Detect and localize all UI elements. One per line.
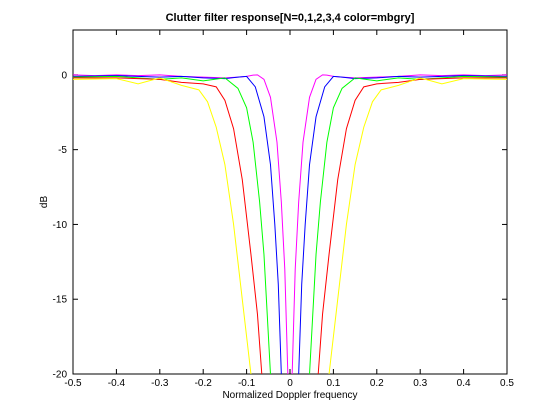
y-tick-label: -15 <box>53 295 68 306</box>
x-tick-label: -0.5 <box>64 378 82 389</box>
y-tick-label: -20 <box>53 370 68 381</box>
x-tick-label: 0.2 <box>370 378 384 389</box>
y-axis-label: dB <box>39 196 50 209</box>
x-axis-label: Normalized Doppler frequency <box>222 390 357 401</box>
x-tick-label: 0.3 <box>413 378 427 389</box>
x-tick-label: 0.5 <box>500 378 514 389</box>
y-tick-label: -10 <box>53 220 68 231</box>
x-tick-label: -0.3 <box>151 378 169 389</box>
x-tick-label: -0.2 <box>195 378 213 389</box>
chart-title: Clutter filter response[N=0,1,2,3,4 colo… <box>166 12 415 24</box>
y-tick-label: 0 <box>61 70 67 81</box>
x-tick-label: 0 <box>287 378 293 389</box>
x-tick-label: 0.4 <box>457 378 471 389</box>
series-line <box>72 75 508 375</box>
series-line <box>73 77 507 375</box>
x-tick-label: 0.1 <box>326 378 340 389</box>
series-line <box>72 77 508 375</box>
y-tick-label: -5 <box>58 145 67 156</box>
x-tick-label: -0.1 <box>238 378 256 389</box>
x-tick-label: -0.4 <box>108 378 126 389</box>
